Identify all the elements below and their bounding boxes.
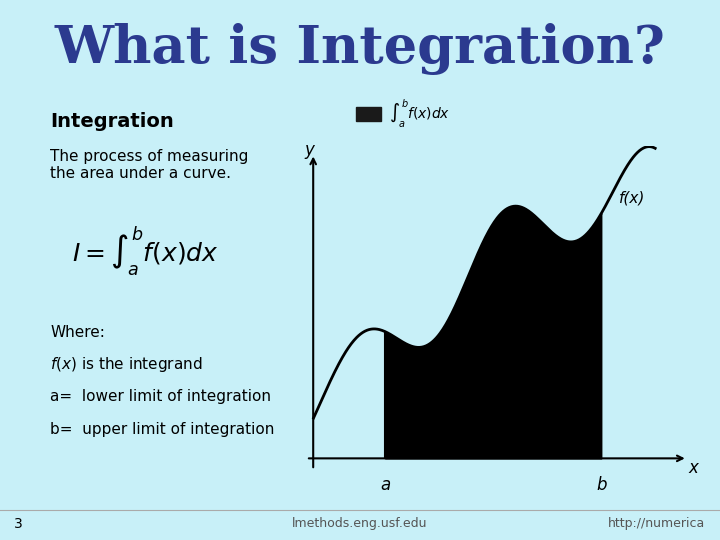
Text: x: x [688, 459, 698, 477]
Text: Where:: Where: [50, 325, 105, 340]
Text: The process of measuring
the area under a curve.: The process of measuring the area under … [50, 148, 249, 181]
Text: lmethods.eng.usf.edu: lmethods.eng.usf.edu [292, 517, 428, 530]
Text: f(x): f(x) [619, 191, 646, 206]
Text: a: a [380, 476, 390, 494]
Text: Integration: Integration [50, 112, 174, 131]
Text: $f(x)$ is the integrand: $f(x)$ is the integrand [50, 355, 203, 374]
Text: b=  upper limit of integration: b= upper limit of integration [50, 422, 275, 437]
Text: $I = \int_a^b f(x)dx$: $I = \int_a^b f(x)dx$ [72, 224, 219, 278]
Text: 3: 3 [14, 517, 23, 531]
Text: y: y [305, 141, 315, 159]
Text: b: b [596, 476, 606, 494]
Bar [356, 107, 381, 121]
Text: What is Integration?: What is Integration? [55, 23, 665, 75]
Text: $\int_a^b f(x)dx$: $\int_a^b f(x)dx$ [389, 98, 450, 130]
Text: a=  lower limit of integration: a= lower limit of integration [50, 389, 271, 404]
Text: http://numerica: http://numerica [608, 517, 706, 530]
